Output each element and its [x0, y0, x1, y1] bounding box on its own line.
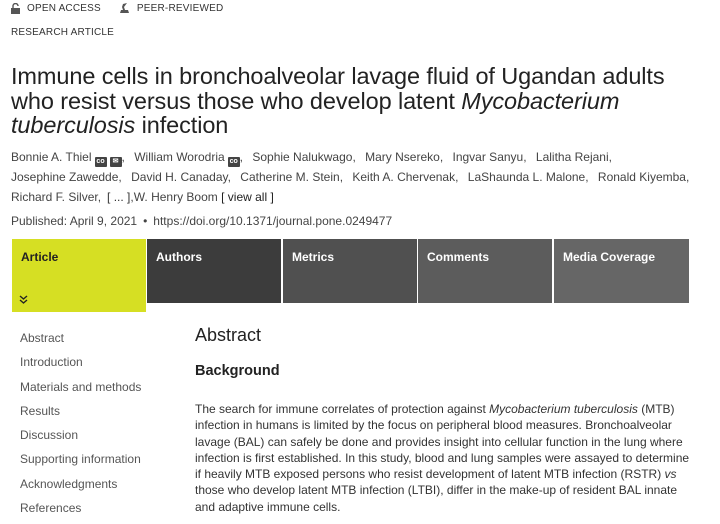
publication-info: Published: April 9, 2021 • https://doi.org…	[11, 214, 392, 228]
author[interactable]: W. Henry Boom	[133, 190, 218, 204]
peer-review-icon	[119, 3, 129, 13]
section-nav: Abstract Introduction Materials and meth…	[20, 330, 141, 524]
article-type: RESEARCH ARTICLE	[11, 27, 115, 38]
open-access-label[interactable]: OPEN ACCESS	[27, 2, 101, 14]
doi-link[interactable]: https://doi.org/10.1371/journal.pone.024…	[153, 214, 393, 228]
author[interactable]: Ronald Kiyemba,	[597, 170, 690, 184]
tab-article[interactable]: Article	[12, 239, 146, 312]
abstract-paragraph: The search for immune correlates of prot…	[195, 402, 690, 514]
nav-link-acknowledgments[interactable]: Acknowledgments	[20, 476, 118, 491]
tab-label: Metrics	[292, 250, 335, 264]
peer-reviewed-badge: PEER-REVIEWED	[119, 2, 224, 14]
author[interactable]: LaShaunda L. Malone,	[467, 170, 589, 184]
background-heading: Background	[195, 363, 280, 379]
email-icon[interactable]: ✉	[109, 157, 122, 167]
nav-link-references[interactable]: References	[20, 501, 82, 516]
abstract-section: Abstract Background The search for immun…	[195, 325, 690, 515]
article-tabs: Article Authors Metrics Comments Media C…	[12, 239, 689, 312]
tab-label: Authors	[156, 250, 202, 264]
unlock-icon	[11, 2, 20, 14]
title-text: Immune cells in bronchoalveolar lavage f…	[11, 63, 665, 114]
abstract-heading: Abstract	[195, 325, 262, 345]
tab-label: Media Coverage	[563, 250, 656, 264]
author-list: Bonnie A. Thiel co ✉, William Worodria co, …	[11, 147, 711, 207]
author[interactable]: Josephine Zawedde,	[11, 170, 122, 184]
bullet-separator: •	[143, 214, 148, 228]
author-sep: ,	[130, 190, 134, 204]
authors-expand[interactable]: [ ... ]	[107, 190, 131, 204]
author[interactable]: Bonnie A. Thiel co ✉,	[11, 150, 125, 167]
nav-link-discussion[interactable]: Discussion	[20, 428, 79, 443]
author[interactable]: William Worodria co,	[134, 150, 244, 167]
author[interactable]: Sophie Nalukwago,	[252, 150, 356, 164]
published-date: Published: April 9, 2021	[11, 214, 138, 228]
double-chevron-down-icon	[19, 295, 28, 304]
tab-authors[interactable]: Authors	[147, 239, 281, 303]
tab-comments[interactable]: Comments	[418, 239, 552, 303]
nav-link-methods[interactable]: Materials and methods	[20, 379, 142, 394]
nav-link-supporting-info[interactable]: Supporting information	[20, 452, 141, 467]
author[interactable]: Mary Nsereko,	[365, 150, 444, 164]
open-access-badge: OPEN ACCESS	[11, 2, 101, 14]
article-title: Immune cells in bronchoalveolar lavage f…	[11, 64, 711, 138]
author[interactable]: David H. Canaday,	[131, 170, 231, 184]
orcid-icon[interactable]: co	[227, 157, 240, 167]
author[interactable]: Catherine M. Stein,	[240, 170, 344, 184]
nav-link-introduction[interactable]: Introduction	[20, 355, 83, 370]
nav-link-results[interactable]: Results	[20, 403, 61, 418]
nav-link-abstract[interactable]: Abstract	[20, 331, 65, 345]
tab-label: Article	[21, 250, 59, 264]
view-all-authors-link[interactable]: [ view all ]	[221, 190, 274, 204]
tab-media-coverage[interactable]: Media Coverage	[554, 239, 689, 303]
author[interactable]: Ingvar Sanyu,	[452, 150, 527, 164]
peer-reviewed-label[interactable]: PEER-REVIEWED	[136, 2, 224, 14]
title-text-end: infection	[135, 112, 229, 138]
tab-label: Comments	[427, 250, 490, 264]
author[interactable]: Richard F. Silver,	[11, 190, 102, 204]
author[interactable]: Keith A. Chervenak,	[352, 170, 459, 184]
orcid-icon[interactable]: co	[94, 157, 107, 167]
title-italic: Mycobacterium tuberculosis	[11, 87, 620, 138]
access-badges: OPEN ACCESS PEER-REVIEWED	[11, 2, 241, 14]
tab-metrics[interactable]: Metrics	[283, 239, 417, 303]
author[interactable]: Lalitha Rejani,	[535, 150, 612, 164]
